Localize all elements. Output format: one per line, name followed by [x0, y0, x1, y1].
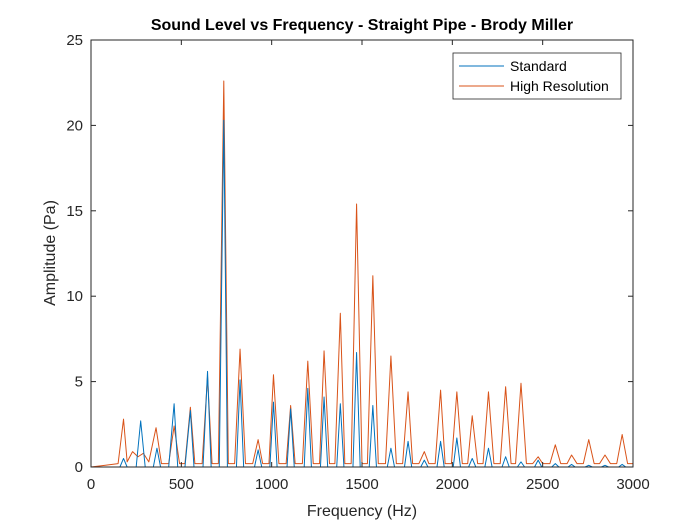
plot-frame: [90, 39, 634, 468]
legend: Standard High Resolution: [452, 52, 622, 100]
legend-label-high-resolution: High Resolution: [510, 78, 609, 94]
y-tick-label: 20: [66, 117, 83, 134]
y-axis-label: Amplitude (Pa): [42, 200, 59, 306]
y-tick-label: 10: [66, 288, 83, 305]
ticks-group: 0 500 1000 1500 2000 2500 3000 0 5 10 15 20 25: [66, 32, 649, 493]
x-tick-label: 500: [169, 476, 194, 493]
x-axis-label: Frequency (Hz): [307, 503, 417, 520]
x-tick-label: 2500: [526, 476, 559, 493]
y-tick-label: 0: [75, 459, 83, 476]
x-tick-label: 2000: [436, 476, 469, 493]
y-tick-label: 5: [75, 374, 83, 391]
plot-area: [91, 40, 633, 467]
legend-label-standard: Standard: [510, 58, 567, 74]
x-tick-label: 1000: [255, 476, 288, 493]
series-line-high-resolution: [90, 80, 633, 468]
legend-box: [452, 52, 622, 100]
y-tick-label: 25: [66, 32, 83, 49]
chart-title: Sound Level vs Frequency - Straight Pipe…: [151, 17, 573, 34]
x-tick-label: 0: [87, 476, 95, 493]
x-tick-label: 3000: [616, 476, 649, 493]
x-tick-label: 1500: [345, 476, 378, 493]
y-tick-label: 15: [66, 203, 83, 220]
